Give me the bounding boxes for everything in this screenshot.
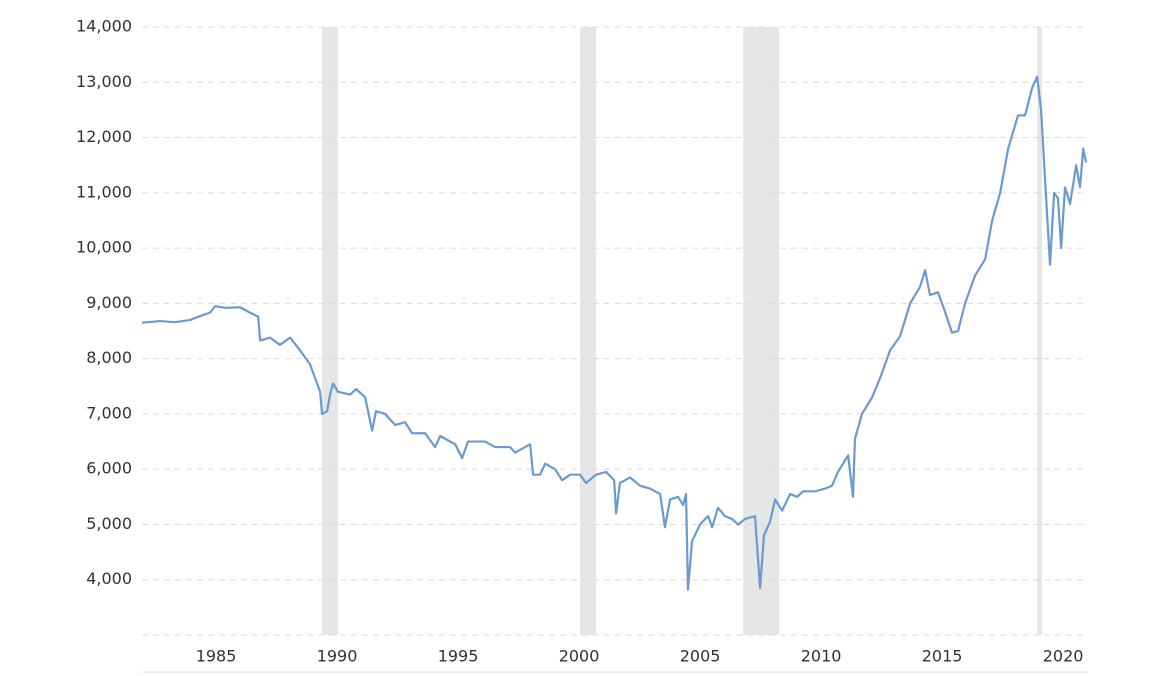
recession-band xyxy=(1037,27,1043,635)
x-tick-label: 1990 xyxy=(317,647,358,666)
data-line xyxy=(141,75,1088,591)
y-tick-label: 4,000 xyxy=(86,569,132,588)
x-tick-label: 2020 xyxy=(1043,647,1084,666)
recession-band xyxy=(322,27,339,635)
y-tick-label: 13,000 xyxy=(76,72,132,91)
x-tick-label: 2010 xyxy=(801,647,842,666)
x-tick-label: 2000 xyxy=(559,647,600,666)
y-tick-label: 7,000 xyxy=(86,403,132,422)
y-tick-label: 11,000 xyxy=(76,182,132,201)
recession-band xyxy=(743,27,780,635)
x-tick-label: 2015 xyxy=(922,647,963,666)
x-tick-label: 1985 xyxy=(196,647,237,666)
y-tick-label: 9,000 xyxy=(86,293,132,312)
y-tick-label: 14,000 xyxy=(76,17,132,36)
y-tick-label: 6,000 xyxy=(86,459,132,478)
x-tick-label: 1995 xyxy=(438,647,479,666)
y-tick-label: 5,000 xyxy=(86,514,132,533)
x-tick-label: 2005 xyxy=(680,647,721,666)
y-tick-label: 8,000 xyxy=(86,348,132,367)
y-tick-label: 12,000 xyxy=(76,127,132,146)
recession-band xyxy=(580,27,597,635)
y-tick-label: 10,000 xyxy=(76,238,132,257)
